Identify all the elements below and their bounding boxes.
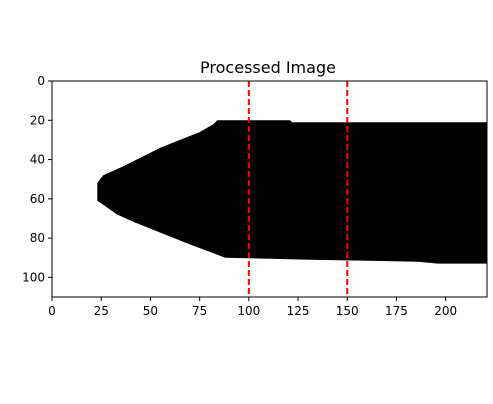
y-tick-label: 20 xyxy=(30,113,45,127)
y-tick-label: 100 xyxy=(22,270,45,284)
image-foreground-shape xyxy=(97,120,488,264)
x-tick-label: 75 xyxy=(192,304,207,318)
x-tick-label: 175 xyxy=(385,304,408,318)
chart-title: Processed Image xyxy=(200,58,336,77)
x-tick-label: 0 xyxy=(48,304,56,318)
plot-area xyxy=(51,80,488,298)
y-tick-label: 60 xyxy=(30,192,45,206)
x-tick-label: 25 xyxy=(94,304,109,318)
x-tick-label: 200 xyxy=(434,304,457,318)
axes-frame xyxy=(51,80,488,298)
y-tick-label: 40 xyxy=(30,153,45,167)
x-tick-label: 125 xyxy=(287,304,310,318)
y-tick-label: 0 xyxy=(37,74,45,88)
x-tick-label: 100 xyxy=(237,304,260,318)
y-tick-label: 80 xyxy=(30,231,45,245)
x-axis: 0 25 50 75 100 125 150 175 200 xyxy=(48,297,457,318)
x-tick-label: 150 xyxy=(336,304,359,318)
x-tick-label: 50 xyxy=(143,304,158,318)
y-axis: 0 20 40 60 80 100 xyxy=(22,74,52,284)
